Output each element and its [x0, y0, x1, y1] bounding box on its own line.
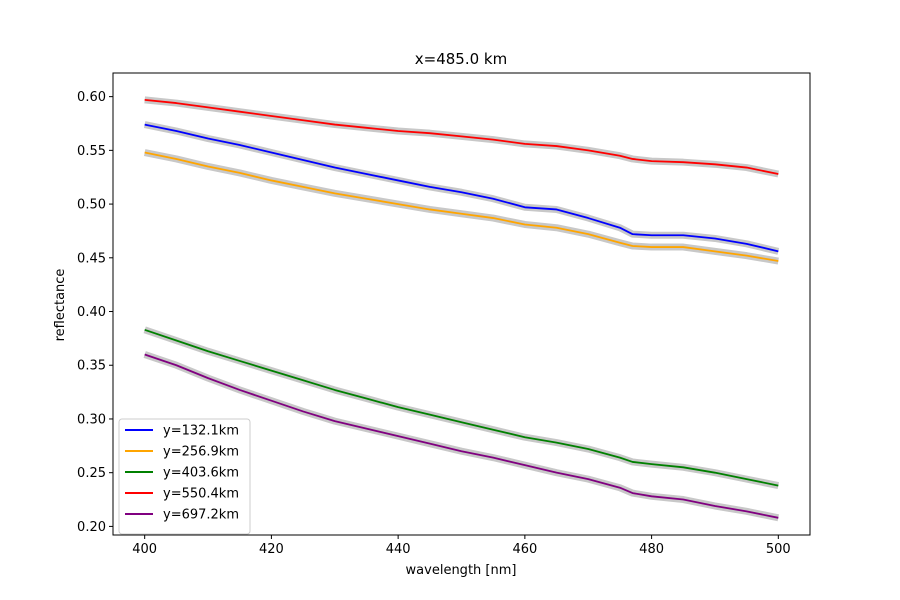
x-tick-label: 440: [386, 542, 411, 557]
chart-title: x=485.0 km: [415, 50, 507, 68]
series-2-line: [144, 151, 779, 262]
y-tick-label: 0.35: [77, 359, 106, 374]
series-3-line: [144, 328, 779, 487]
y-axis-label: reflectance: [53, 269, 68, 342]
legend: y=132.1km y=256.9km y=403.6km y=550.4km y=69…: [118, 418, 251, 535]
y-tick-label: 0.50: [77, 198, 106, 213]
x-tick-label: 420: [259, 542, 284, 557]
axes-frame: [112, 72, 811, 536]
y-tick-label: 0.60: [77, 90, 106, 105]
series-5-line: [144, 353, 779, 519]
x-axis-label: wavelength [nm]: [406, 563, 517, 578]
x-tick-label: 480: [639, 542, 664, 557]
y-tick-label: 0.25: [77, 466, 106, 481]
legend-label: y=403.6km: [163, 466, 239, 481]
y-tick-label: 0.45: [77, 251, 106, 266]
series-1-line: [144, 123, 779, 253]
y-tick-label: 0.40: [77, 305, 106, 320]
x-tick-label: 400: [132, 542, 157, 557]
legend-label: y=697.2km: [163, 508, 239, 523]
series-4-line: [144, 98, 779, 175]
legend-box: [118, 418, 251, 535]
y-tick-label: 0.30: [77, 412, 106, 427]
x-tick-label: 500: [766, 542, 791, 557]
x-tick-label: 460: [512, 542, 537, 557]
y-tick-label: 0.55: [77, 144, 106, 159]
legend-label: y=256.9km: [163, 445, 239, 460]
y-tick-label: 0.20: [77, 520, 106, 535]
plot-area: 400 420 440 460 480 500 0.20 0.25 0.30 0.35 0.40 0.…: [77, 72, 811, 557]
legend-label: y=550.4km: [163, 487, 239, 502]
legend-label: y=132.1km: [163, 424, 239, 439]
